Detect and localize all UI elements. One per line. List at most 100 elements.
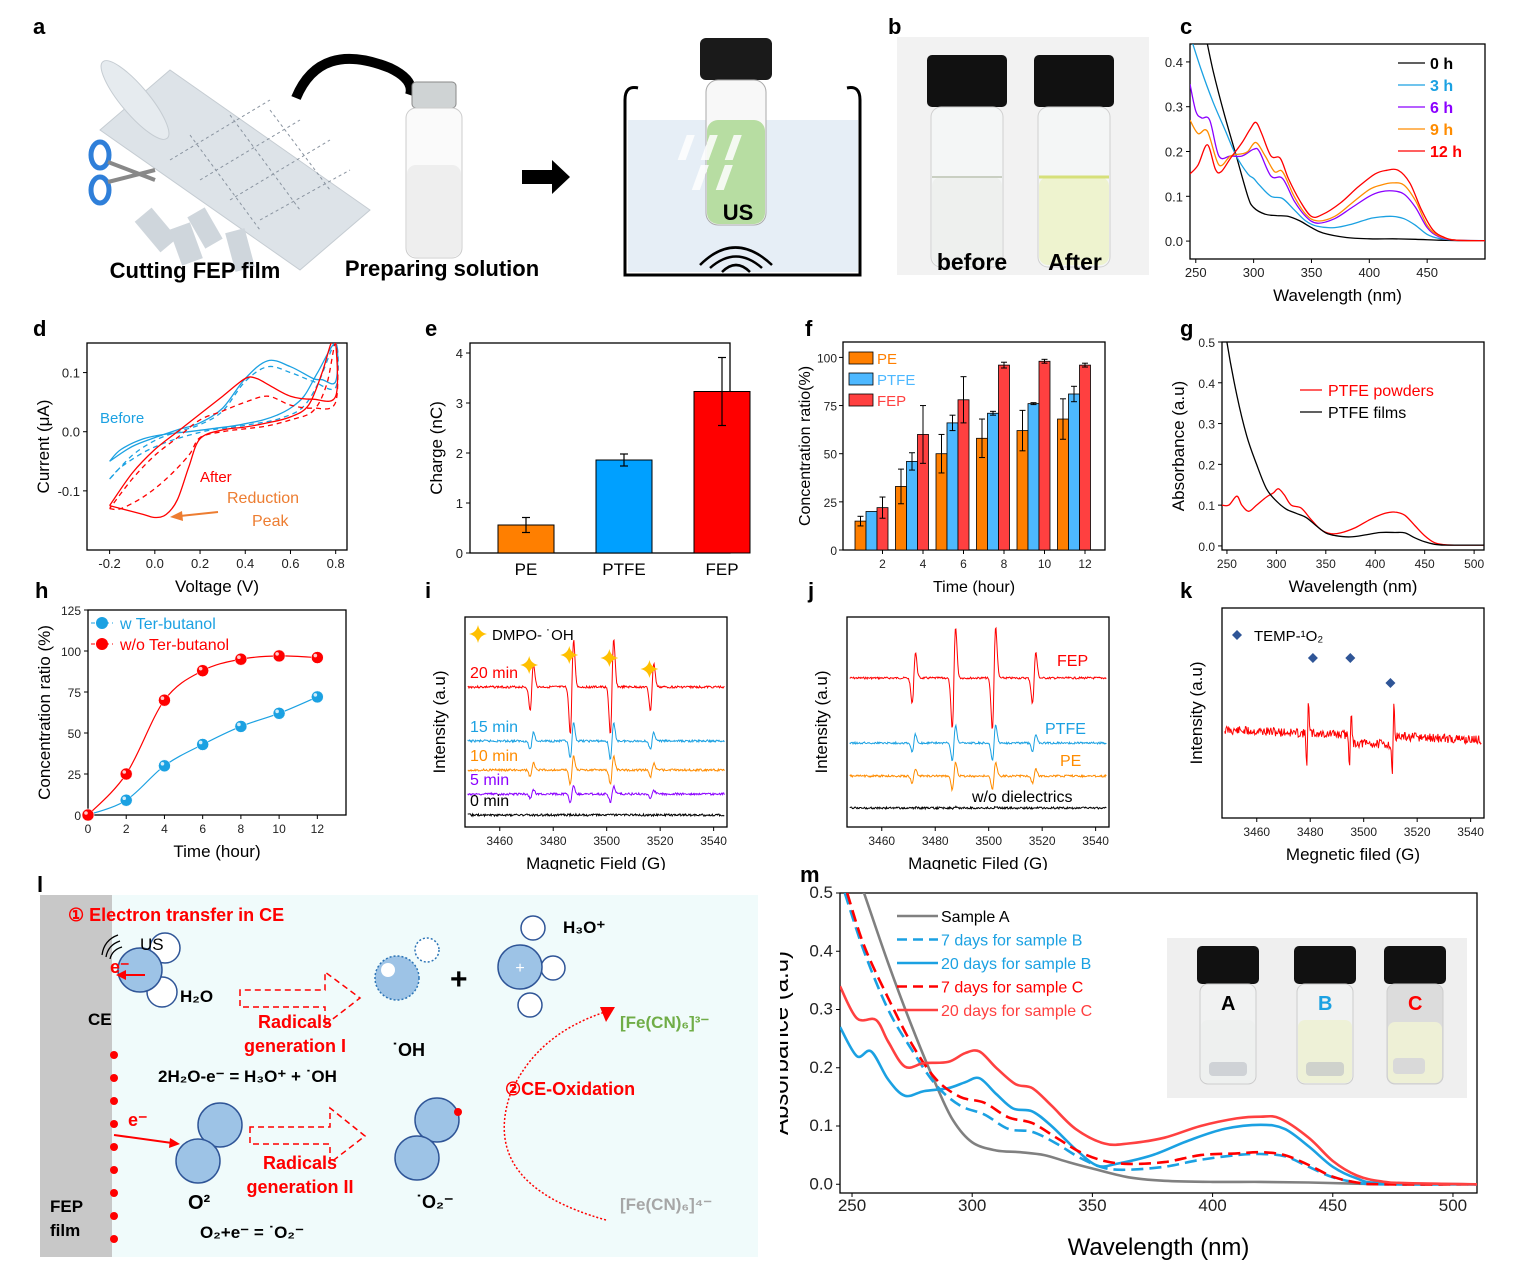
trace-label-0: 20 min: [470, 665, 518, 682]
y-tick-label: 0.0: [1165, 234, 1183, 249]
vial-c: [1384, 946, 1446, 1085]
legend-label-1: PTFE: [877, 372, 915, 389]
y-tick-label: 100: [817, 351, 837, 365]
y-tick-label: 50: [68, 727, 82, 741]
legend-label-2: FEP: [877, 393, 906, 410]
x-tick-label: 400: [1198, 1196, 1226, 1215]
legend-label-0: Sample A: [941, 909, 1010, 926]
x-tick-label: 3460: [486, 834, 513, 848]
panel-label-a: a: [33, 14, 46, 39]
x-tick-label: 350: [1316, 557, 1336, 571]
x-tick-label: 8: [1001, 557, 1008, 571]
x-category-label: PTFE: [602, 560, 645, 579]
data-point: [234, 720, 248, 733]
x-axis-label: Wavelength (nm): [1068, 1234, 1250, 1261]
bar-PTFE-10: [1027, 403, 1040, 551]
data-point-highlight: [198, 666, 203, 671]
radicals-generation-2-arrow: [249, 1106, 367, 1165]
y-tick-label: 1: [456, 496, 463, 511]
caption-cutting-fep-film: Cutting FEP film: [109, 258, 281, 283]
x-tick-label: 3480: [540, 834, 567, 848]
x-tick-label: 350: [1301, 265, 1323, 280]
y-tick-label: 4: [456, 346, 463, 361]
trace-label-1: PTFE: [1045, 721, 1086, 738]
y-tick-label: 0.0: [809, 1174, 833, 1193]
bar-FEP-8: [998, 364, 1010, 551]
chart-k-epr-temp: 3460 3480 3500 3520 3540 Megnetic filed (G) In…: [1187, 607, 1485, 864]
y-axis-label: Absorbance (a.u): [780, 951, 794, 1135]
caption-preparing-solution: Preparing solution: [344, 256, 540, 281]
data-point: [234, 652, 248, 666]
epr-trace-3: [467, 784, 725, 804]
bar-PTFE-12: [1068, 393, 1080, 551]
y-tick-label: 50: [824, 448, 838, 462]
superoxide-label: ˙O₂⁻: [416, 1192, 454, 1212]
panel-label-d: d: [33, 316, 47, 341]
legend-label-4: 20 days for sample C: [941, 1003, 1092, 1020]
plot-frame: [842, 341, 1106, 551]
plot-frame: [846, 616, 1110, 828]
bar-PTFE-6: [946, 422, 959, 551]
water-molecule-icon: [117, 932, 181, 1008]
legend-label-0: PE: [877, 351, 897, 368]
y-axis-label: Concentration ratio(%): [797, 366, 814, 526]
y-axis-label: Charge (nC): [427, 401, 446, 495]
y-tick-label: 0.1: [1198, 499, 1215, 513]
panel-label-k: k: [1180, 578, 1193, 603]
x-tick-label: 3460: [1243, 825, 1270, 839]
caption-before: before: [936, 249, 1008, 275]
data-point: [119, 793, 133, 807]
y-tick-label: 0.3: [1165, 100, 1183, 115]
chart-j-epr-dielectrics: 3460 3480 3500 3520 3540 Magnetic Filed (G) In…: [812, 616, 1110, 870]
data-point-highlight: [275, 709, 279, 714]
series-line-0: [862, 893, 1477, 1186]
curved-arrow-icon: [291, 53, 416, 101]
annotation-peak: Peak: [252, 513, 289, 530]
x-tick-label: 3460: [868, 834, 895, 848]
y-axis-label: Intensity (a.u): [812, 671, 831, 774]
vial-b: [1294, 946, 1356, 1085]
ce-oxidation-arrow: [503, 1011, 607, 1221]
y-tick-label: 75: [68, 686, 82, 700]
inset-label-a: A: [1221, 993, 1236, 1015]
data-point-highlight: [122, 770, 127, 774]
panel-l-svg: +: [40, 895, 615, 1257]
oxygen-molecule-icon: [175, 1102, 243, 1184]
legend-label-1: w/o Ter-butanol: [119, 637, 229, 654]
y-tick-label: 25: [68, 768, 82, 782]
data-point-highlight: [237, 655, 241, 659]
x-tick-label: 300: [1266, 557, 1286, 571]
x-tick-label: 450: [1415, 557, 1435, 571]
x-tick-label: 12: [311, 822, 325, 836]
fep-film-roll-icon: [99, 60, 371, 272]
x-tick-label: 2: [879, 557, 886, 571]
x-tick-label: 250: [1217, 557, 1237, 571]
electron-transfer-arrow-2: [113, 1134, 180, 1148]
annotation-before: Before: [100, 410, 144, 427]
peak-star-icon-1: [560, 646, 579, 664]
radicals-generation-2-label: Radicals generation II: [240, 1151, 360, 1199]
plot-frame: [1221, 341, 1485, 551]
hydronium-label: H₃O⁺: [563, 918, 606, 937]
y-tick-label: 0.3: [809, 1000, 833, 1019]
fep-film-strip: [40, 895, 112, 1257]
chart-g-ptfe-uv-vis: 250 300 350 400 450 500 0.0 0.1 0.2 0.3 0.4 0.5 Wave…: [1169, 336, 1485, 596]
x-category-label: FEP: [705, 560, 738, 579]
data-point: [196, 738, 209, 751]
epr-trace-0: [467, 638, 725, 735]
oxygen-label: O²: [188, 1192, 211, 1214]
electron-label-2: e⁻: [128, 1110, 148, 1130]
y-tick-label: 3: [456, 396, 463, 411]
chart-c-uv-vis-time: 250 300 350 400 450 0.0 0.1 0.2 0.3 0.4 Wavelength…: [1165, 43, 1486, 305]
panel-label-f: f: [805, 316, 813, 341]
series-line-1: [843, 893, 1477, 1186]
x-tick-label: 3480: [922, 834, 949, 848]
y-axis-label: Current (μA): [34, 400, 53, 494]
y-axis-label: Concentration ratio (%): [35, 625, 54, 800]
panel-l-mechanism: + ① Electron transfer in CE US e⁻ H₂O CE…: [40, 895, 758, 1257]
peak-star-icon-0: [520, 656, 539, 674]
series-line-1: [109, 343, 339, 480]
legend-label-0: PTFE powders: [1328, 383, 1434, 400]
annotation-reduction: Reduction: [227, 490, 299, 507]
electron-transfer-arrow-1: [116, 970, 145, 980]
